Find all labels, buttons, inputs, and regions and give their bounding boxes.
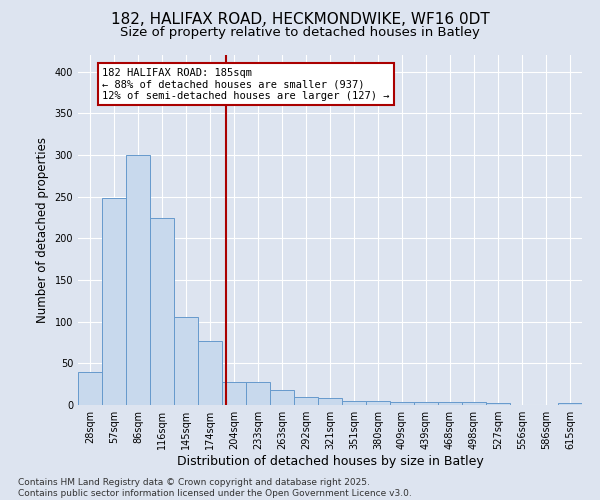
Y-axis label: Number of detached properties: Number of detached properties — [36, 137, 49, 323]
Bar — [222, 382, 246, 405]
Bar — [438, 402, 462, 405]
Text: Contains HM Land Registry data © Crown copyright and database right 2025.
Contai: Contains HM Land Registry data © Crown c… — [18, 478, 412, 498]
Bar — [462, 402, 486, 405]
Bar — [318, 398, 342, 405]
Bar — [126, 155, 150, 405]
Text: 182 HALIFAX ROAD: 185sqm
← 88% of detached houses are smaller (937)
12% of semi-: 182 HALIFAX ROAD: 185sqm ← 88% of detach… — [102, 68, 389, 100]
X-axis label: Distribution of detached houses by size in Batley: Distribution of detached houses by size … — [176, 455, 484, 468]
Text: Size of property relative to detached houses in Batley: Size of property relative to detached ho… — [120, 26, 480, 39]
Bar — [102, 198, 126, 405]
Bar — [150, 218, 174, 405]
Bar — [78, 372, 102, 405]
Bar — [174, 316, 198, 405]
Text: 182, HALIFAX ROAD, HECKMONDWIKE, WF16 0DT: 182, HALIFAX ROAD, HECKMONDWIKE, WF16 0D… — [110, 12, 490, 26]
Bar — [294, 396, 318, 405]
Bar — [486, 402, 510, 405]
Bar — [246, 382, 270, 405]
Bar — [198, 341, 222, 405]
Bar — [390, 402, 414, 405]
Bar — [558, 402, 582, 405]
Bar — [366, 401, 390, 405]
Bar — [270, 390, 294, 405]
Bar — [414, 402, 438, 405]
Bar — [342, 401, 366, 405]
